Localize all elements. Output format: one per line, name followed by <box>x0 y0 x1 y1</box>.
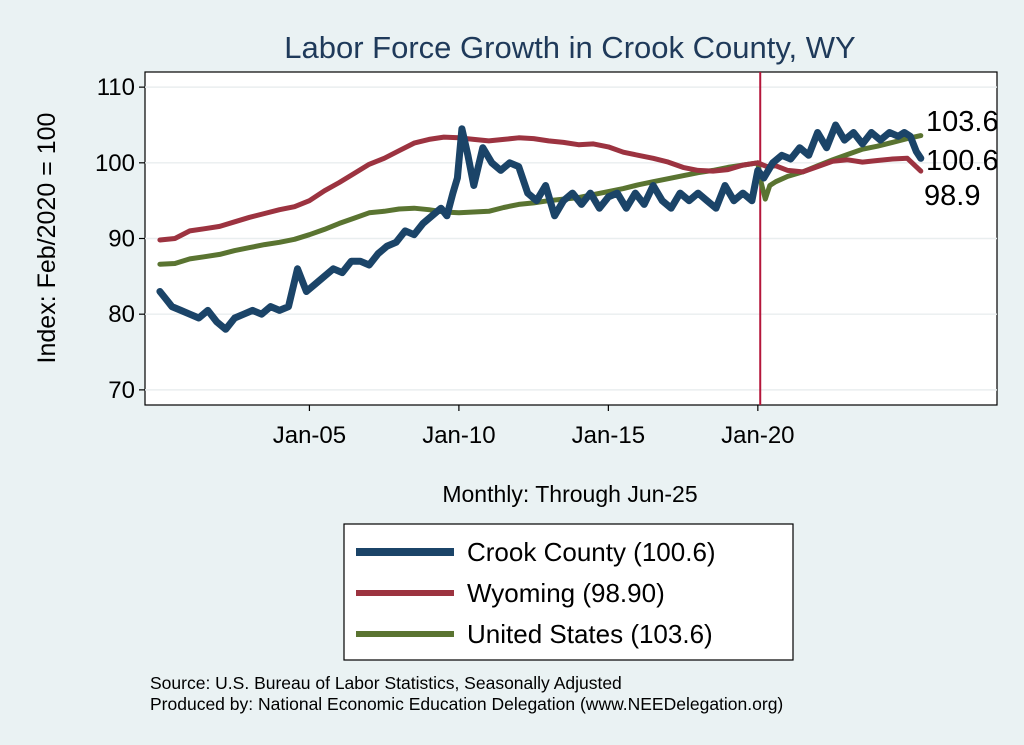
end-labels: 100.698.9 103.6 <box>924 106 999 212</box>
end-label: 100.6 <box>926 145 999 177</box>
x-axis: Jan-05 Jan-10 Jan-15 Jan-20 <box>273 405 795 449</box>
x-tick-label: Jan-15 <box>572 422 645 449</box>
y-tick-label: 90 <box>108 226 135 253</box>
y-axis: 70 80 90 100 110 <box>95 74 145 404</box>
series-lines <box>156 121 925 333</box>
end-label: 103.6 <box>926 106 999 138</box>
y-tick-label: 70 <box>108 377 135 404</box>
producer-note: Produced by: National Economic Education… <box>150 694 783 714</box>
y-tick-label: 110 <box>97 74 135 101</box>
series-line-1 <box>157 134 924 243</box>
end-label: 98.9 <box>924 180 980 212</box>
x-tick-label: Jan-10 <box>422 422 495 449</box>
y-tick-label: 80 <box>108 301 135 328</box>
series-line-0 <box>156 121 925 333</box>
legend-label: Wyoming (98.90) <box>467 578 665 608</box>
legend-label: United States (103.6) <box>467 619 713 649</box>
y-tick-label: 100 <box>95 150 135 177</box>
legend: Crook County (100.6) Wyoming (98.90) Unite… <box>343 523 794 661</box>
x-tick-label: Jan-20 <box>721 422 794 449</box>
chart-title: Labor Force Growth in Crook County, WY <box>284 30 855 65</box>
legend-label: Crook County (100.6) <box>467 537 716 567</box>
x-tick-label: Jan-05 <box>273 422 346 449</box>
x-axis-label: Monthly: Through Jun-25 <box>442 481 697 507</box>
y-axis-label: Index: Feb/2020 = 100 <box>33 113 61 364</box>
source-note: Source: U.S. Bureau of Labor Statistics,… <box>150 673 622 693</box>
